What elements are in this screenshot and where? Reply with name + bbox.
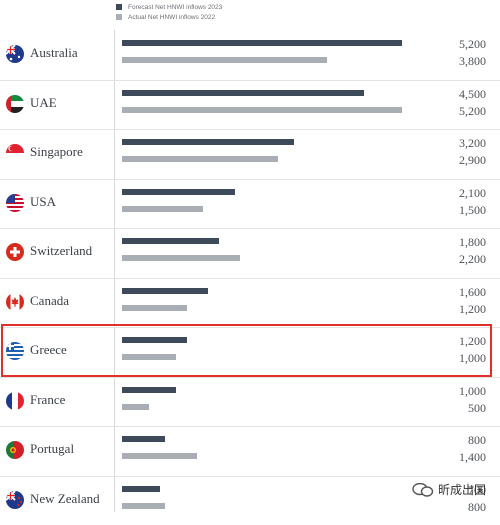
value-label-actual-usa: 1,500: [459, 203, 486, 218]
canada-flag-icon: [6, 293, 24, 311]
country-label-new-zealand: New Zealand: [30, 491, 100, 507]
country-label-france: France: [30, 392, 65, 408]
value-label-actual-singapore: 2,900: [459, 153, 486, 168]
value-label-actual-australia: 3,800: [459, 54, 486, 69]
switzerland-flag-icon: [6, 243, 24, 261]
watermark-text: 昕成出国: [438, 481, 486, 498]
value-label-forecast-australia: 5,200: [459, 37, 486, 52]
wechat-icon: [412, 483, 434, 497]
chart-row-france: France 1,000 500: [0, 377, 500, 427]
country-label-canada: Canada: [30, 293, 69, 309]
legend-item-forecast: Forecast Net HNWI inflows 2023: [116, 2, 222, 12]
usa-flag-icon: [6, 194, 24, 212]
legend-swatch-actual: [116, 14, 122, 20]
bar-forecast-usa: [122, 189, 235, 195]
value-label-forecast-singapore: 3,200: [459, 136, 486, 151]
bar-actual-canada: [122, 305, 187, 311]
country-label-singapore: Singapore: [30, 144, 83, 160]
value-label-forecast-france: 1,000: [459, 384, 486, 399]
country-label-australia: Australia: [30, 45, 78, 61]
value-label-actual-portugal: 1,400: [459, 450, 486, 465]
bar-forecast-australia: [122, 40, 402, 46]
bar-actual-usa: [122, 206, 203, 212]
bar-forecast-uae: [122, 90, 364, 96]
legend-item-actual: Actual Net HNWI inflows 2022: [116, 12, 222, 22]
france-flag-icon: [6, 392, 24, 410]
bar-forecast-portugal: [122, 436, 165, 442]
bar-forecast-switzerland: [122, 238, 219, 244]
value-label-forecast-uae: 4,500: [459, 87, 486, 102]
bar-forecast-canada: [122, 288, 208, 294]
value-label-actual-uae: 5,200: [459, 104, 486, 119]
bar-actual-portugal: [122, 453, 197, 459]
bar-forecast-singapore: [122, 139, 294, 145]
value-label-forecast-switzerland: 1,800: [459, 235, 486, 250]
highlight-box-greece: [1, 324, 492, 377]
chart-row-uae: UAE 4,500 5,200: [0, 80, 500, 130]
country-label-switzerland: Switzerland: [30, 243, 92, 259]
chart-row-portugal: Portugal 800 1,400: [0, 426, 500, 476]
bar-actual-switzerland: [122, 255, 240, 261]
chart-row-australia: Australia 5,200 3,800: [0, 30, 500, 80]
australia-flag-icon: [6, 45, 24, 63]
value-label-actual-canada: 1,200: [459, 302, 486, 317]
value-label-forecast-canada: 1,600: [459, 285, 486, 300]
chart-legend: Forecast Net HNWI inflows 2023 Actual Ne…: [116, 2, 222, 22]
legend-swatch-forecast: [116, 4, 122, 10]
bar-actual-france: [122, 404, 149, 410]
country-label-uae: UAE: [30, 95, 57, 111]
value-label-forecast-usa: 2,100: [459, 186, 486, 201]
bar-forecast-new-zealand: [122, 486, 160, 492]
value-label-actual-new-zealand: 800: [468, 500, 486, 515]
value-label-forecast-portugal: 800: [468, 433, 486, 448]
value-label-actual-switzerland: 2,200: [459, 252, 486, 267]
uae-flag-icon: [6, 95, 24, 113]
legend-label-actual: Actual Net HNWI inflows 2022: [128, 14, 215, 21]
portugal-flag-icon: [6, 441, 24, 459]
chart-row-canada: Canada 1,600 1,200: [0, 278, 500, 328]
bar-actual-new-zealand: [122, 503, 165, 509]
country-label-usa: USA: [30, 194, 56, 210]
legend-label-forecast: Forecast Net HNWI inflows 2023: [128, 4, 222, 11]
chart-row-switzerland: Switzerland 1,800 2,200: [0, 228, 500, 278]
watermark: 昕成出国: [412, 481, 486, 498]
bar-actual-australia: [122, 57, 327, 63]
bar-forecast-france: [122, 387, 176, 393]
bar-actual-uae: [122, 107, 402, 113]
new-zealand-flag-icon: [6, 491, 24, 509]
chart-row-usa: USA 2,100 1,500: [0, 179, 500, 229]
bar-actual-singapore: [122, 156, 278, 162]
value-label-actual-france: 500: [468, 401, 486, 416]
chart-row-singapore: Singapore 3,200 2,900: [0, 129, 500, 179]
singapore-flag-icon: [6, 144, 24, 162]
country-label-portugal: Portugal: [30, 441, 74, 457]
